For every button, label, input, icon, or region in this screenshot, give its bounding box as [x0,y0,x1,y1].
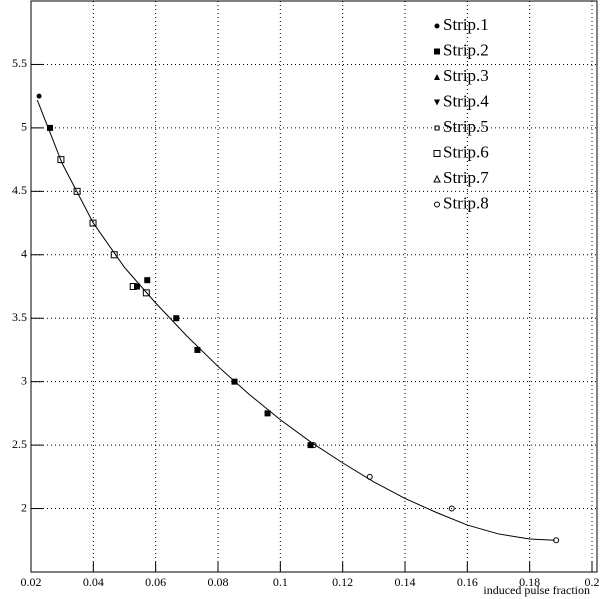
x-tick-label: 0.18 [519,575,540,589]
x-tick-label: 0.02 [21,575,42,589]
y-tick-label: 5 [21,120,27,134]
point [173,315,180,322]
y-tick-label: 4 [21,247,27,261]
legend-entry: Strip.1 [434,15,489,34]
point [89,219,97,227]
legend-entry: Strip.7 [433,168,489,187]
legend-label: Strip.8 [443,193,489,212]
point [47,124,54,131]
y-tick-label: 3 [21,373,27,387]
legend-label: Strip.1 [443,15,489,34]
point [231,378,238,385]
point [73,187,81,195]
legend-entry: Strip.8 [434,193,489,212]
x-tick-label: 0.16 [457,575,478,589]
legend-entry: Strip.5 [434,117,489,136]
point [142,289,150,297]
x-tick-label: 0.2 [585,575,600,589]
point [129,283,137,290]
x-tick-label: 0.08 [208,575,229,589]
x-axis-label: induced pulse fraction [483,583,590,597]
point [310,442,317,449]
legend-label: Strip.4 [443,91,489,110]
legend-entry: Strip.4 [434,91,489,110]
x-tick-label: 0.1 [273,575,288,589]
frame [30,0,598,573]
x-tick-label: 0.14 [395,575,416,589]
point [553,537,560,544]
legend-marker [434,74,440,80]
legend-label: Strip.7 [443,168,489,187]
y-tick-label: 2 [21,500,27,514]
point [264,410,271,417]
point [366,473,373,480]
y-tick-label: 3.5 [12,310,27,324]
point [144,277,151,284]
legend-entry: Strip.3 [434,66,489,85]
y-tick-label: 5.5 [12,56,27,70]
point [194,346,201,353]
x-tick-label: 0.12 [332,575,353,589]
point [448,505,455,512]
point [57,156,65,164]
x-tick-label: 0.06 [145,575,166,589]
legend-marker [434,99,440,106]
legend-label: Strip.2 [443,40,489,59]
y-tick-label: 2.5 [12,437,27,451]
fit-curve [36,99,555,541]
legend-label: Strip.6 [443,142,489,161]
legend-entry: Strip.6 [433,142,489,161]
legend-marker [433,174,441,183]
legend-marker [434,125,440,131]
x-tick-label: 0.04 [83,575,104,589]
legend-marker [433,150,441,157]
point [133,283,140,290]
legend-entry: Strip.2 [434,40,489,59]
legend-marker [434,48,440,55]
y-tick-label: 4.5 [12,183,27,197]
legend-marker [434,201,440,208]
point [36,93,42,99]
point [110,251,118,259]
point [307,442,314,449]
legend-marker [434,23,440,29]
legend-label: Strip.5 [443,117,489,136]
legend-label: Strip.3 [443,66,489,85]
